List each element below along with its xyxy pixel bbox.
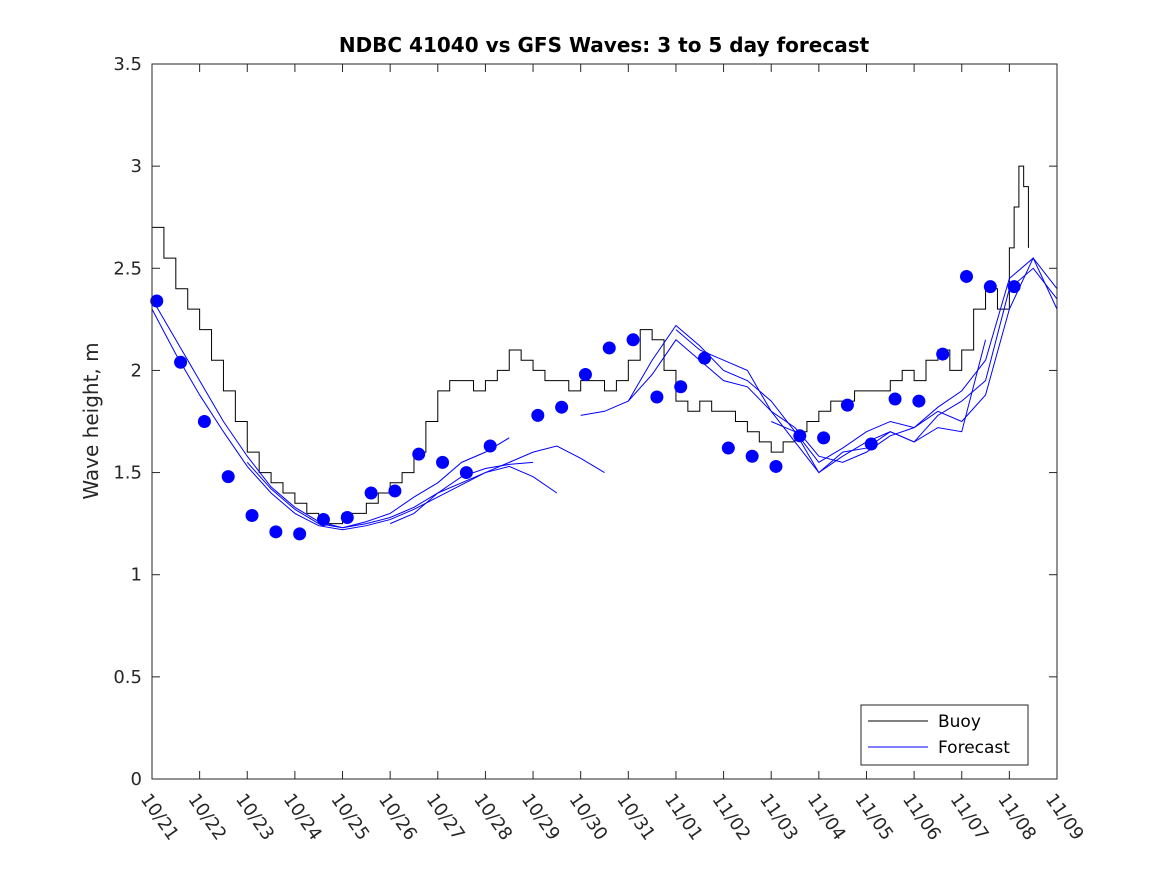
forecast-marker — [912, 394, 926, 408]
y-axis-label: Wave height, m — [79, 342, 103, 499]
forecast-marker — [578, 368, 592, 382]
forecast-marker — [864, 437, 878, 451]
forecast-series-line — [151, 298, 605, 529]
plot-area — [152, 64, 1057, 779]
forecast-series-line — [246, 437, 510, 529]
forecast-marker — [626, 333, 640, 347]
forecast-marker — [769, 459, 783, 473]
forecast-series-line — [627, 257, 1058, 464]
forecast-marker — [793, 429, 807, 443]
forecast-marker — [436, 455, 450, 469]
forecast-marker — [245, 508, 259, 522]
chart-title: NDBC 41040 vs GFS Waves: 3 to 5 day fore… — [339, 33, 870, 57]
forecast-marker — [674, 380, 688, 394]
y-tick-label: 3 — [131, 156, 142, 177]
y-tick-label: 2.5 — [113, 258, 142, 279]
forecast-marker — [293, 527, 307, 541]
forecast-marker — [459, 466, 473, 480]
forecast-marker — [269, 525, 283, 539]
forecast-marker — [483, 439, 497, 453]
legend-buoy-label: Buoy — [938, 712, 981, 732]
forecast-marker — [650, 390, 664, 404]
plot-frame — [151, 63, 1058, 780]
forecast-marker — [150, 294, 164, 308]
forecast-marker — [698, 351, 712, 365]
forecast-marker — [745, 449, 759, 463]
forecast-marker — [221, 470, 235, 484]
forecast-marker — [983, 280, 997, 294]
y-axis: 0 0.5 1 1.5 2 2.5 3 3.5 — [113, 54, 1057, 790]
forecast-marker — [197, 415, 211, 428]
forecast-marker — [388, 484, 402, 498]
forecast-series-line — [771, 339, 987, 474]
forecast-marker — [960, 269, 973, 283]
forecast-marker — [412, 447, 426, 461]
forecast-marker — [174, 355, 188, 369]
legend-forecast-label: Forecast — [938, 738, 1010, 758]
forecast-marker — [531, 408, 545, 422]
legend: Buoy Forecast — [860, 704, 1029, 766]
y-tick-label: 1.5 — [113, 463, 142, 484]
forecast-marker — [316, 513, 330, 527]
y-tick-label: 2 — [131, 360, 142, 381]
forecast-marker — [817, 431, 831, 445]
forecast-series-line — [151, 308, 558, 531]
forecast-marker — [888, 392, 902, 406]
forecast-marker — [1007, 280, 1021, 294]
forecast-series-line — [675, 256, 1058, 463]
forecast-marker — [364, 486, 378, 500]
plot-content — [150, 165, 1058, 541]
legend-box — [860, 704, 1029, 766]
y-tick-label: 1 — [131, 565, 142, 586]
forecast-marker — [602, 341, 616, 355]
buoy-series-line — [152, 165, 1029, 525]
forecast-marker — [555, 400, 569, 414]
y-tick-label: 0.5 — [113, 667, 142, 688]
forecast-marker — [340, 511, 354, 525]
forecast-marker — [936, 347, 950, 361]
forecast-marker — [840, 398, 854, 412]
y-tick-label: 0 — [131, 769, 142, 790]
y-tick-label: 3.5 — [113, 54, 142, 75]
forecast-marker — [721, 441, 735, 455]
